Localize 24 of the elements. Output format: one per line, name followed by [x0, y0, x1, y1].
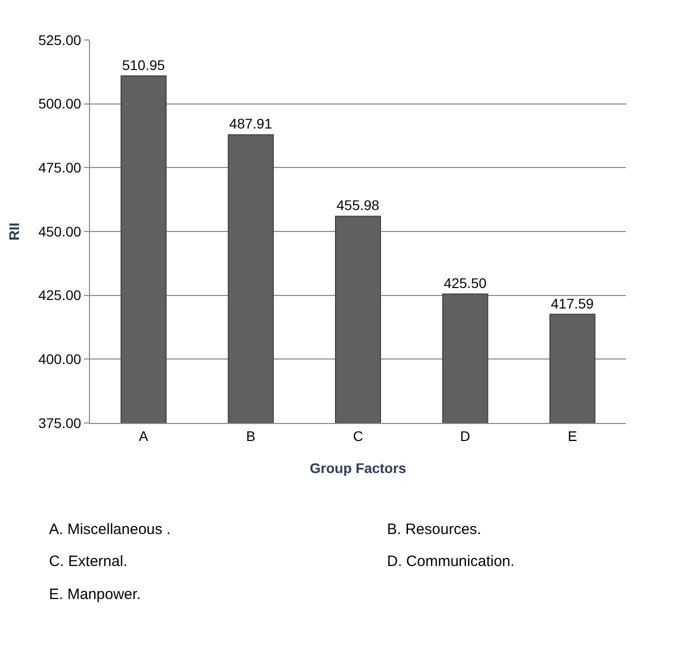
- x-tick-label: A: [138, 428, 149, 444]
- y-tick-label: 475.00: [38, 160, 82, 176]
- y-tick-label: 375.00: [38, 414, 82, 431]
- x-tick-label: B: [246, 428, 256, 444]
- y-tick-label: 425.00: [38, 287, 82, 304]
- x-tick-label: D: [460, 428, 470, 444]
- text: B. Resources.: [387, 521, 482, 538]
- text: E. Manpower.: [49, 586, 141, 603]
- x-axis-title: Group Factors: [310, 460, 406, 476]
- text: D. Communication.: [387, 553, 515, 570]
- y-tick-label: 500.00: [38, 96, 82, 112]
- text: C. External.: [49, 553, 128, 570]
- data-label: 425.50: [444, 275, 487, 292]
- y-tick-label: 400.00: [38, 351, 82, 368]
- data-label: 487.91: [229, 116, 272, 132]
- y-tick-label: 450.00: [38, 223, 82, 240]
- y-axis-title: RII: [6, 222, 22, 240]
- text: A. Miscellaneous .: [49, 521, 171, 538]
- y-tick-label: 525.00: [38, 32, 82, 48]
- data-label: 455.98: [336, 197, 380, 214]
- x-tick-label: E: [568, 428, 578, 444]
- data-label: 510.95: [122, 56, 166, 73]
- data-label: 417.59: [550, 295, 594, 312]
- x-tick-label: C: [352, 428, 364, 444]
